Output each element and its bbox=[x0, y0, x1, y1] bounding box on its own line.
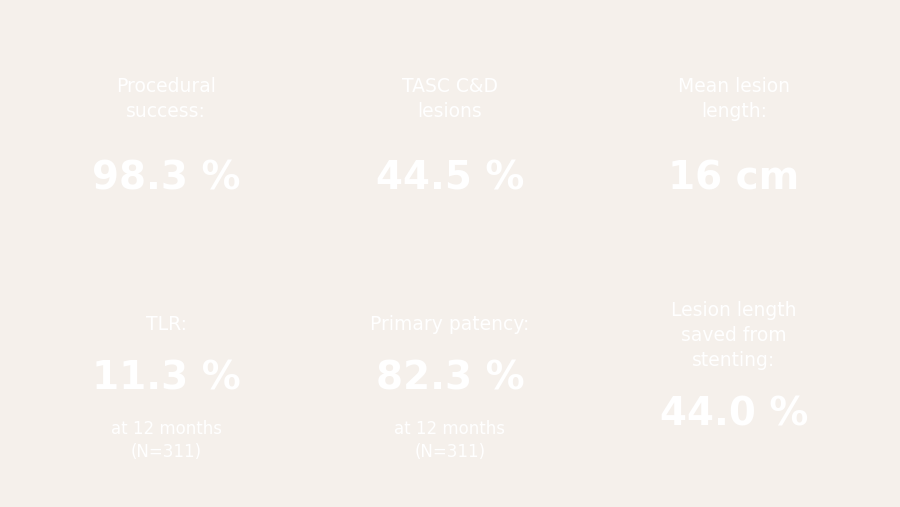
Text: 82.3 %: 82.3 % bbox=[375, 359, 525, 397]
Text: Procedural
success:: Procedural success: bbox=[116, 77, 216, 121]
Text: Primary patency:: Primary patency: bbox=[370, 315, 530, 334]
Text: 44.0 %: 44.0 % bbox=[660, 395, 808, 433]
Text: Lesion length
saved from
stenting:: Lesion length saved from stenting: bbox=[671, 301, 796, 370]
Text: 44.5 %: 44.5 % bbox=[376, 159, 524, 197]
Text: at 12 months
(N=311): at 12 months (N=311) bbox=[111, 420, 221, 461]
Text: at 12 months
(N=311): at 12 months (N=311) bbox=[394, 420, 506, 461]
Text: 11.3 %: 11.3 % bbox=[92, 359, 240, 397]
Text: 16 cm: 16 cm bbox=[668, 159, 799, 197]
Text: TLR:: TLR: bbox=[146, 315, 186, 334]
Text: 98.3 %: 98.3 % bbox=[92, 159, 240, 197]
Text: TASC C&D
lesions: TASC C&D lesions bbox=[402, 77, 498, 121]
Text: Mean lesion
length:: Mean lesion length: bbox=[678, 77, 790, 121]
